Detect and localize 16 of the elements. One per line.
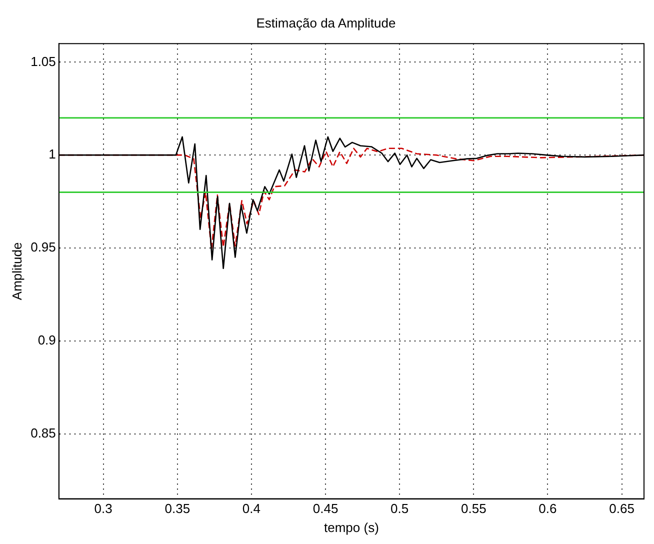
x-tick-label: 0.3: [94, 501, 112, 516]
x-tick-label: 0.45: [312, 501, 338, 516]
chart-title: Estimação da Amplitude: [256, 15, 396, 30]
y-tick-label: 1: [48, 146, 56, 162]
x-tick-label: 0.5: [390, 501, 409, 516]
x-axis-title: tempo (s): [324, 520, 379, 535]
x-tick-label: 0.55: [461, 501, 486, 516]
y-axis-title: Amplitude: [9, 242, 24, 300]
x-tick-label: 0.65: [609, 501, 634, 516]
y-tick-label: 0.95: [30, 240, 56, 255]
y-tick-label: 0.9: [38, 332, 56, 348]
y-tick-label: 0.85: [30, 425, 56, 440]
x-tick-label: 0.4: [242, 501, 261, 516]
x-tick-label: 0.35: [164, 501, 190, 516]
y-tick-label: 1.05: [30, 54, 56, 69]
x-tick-label: 0.6: [538, 501, 557, 516]
